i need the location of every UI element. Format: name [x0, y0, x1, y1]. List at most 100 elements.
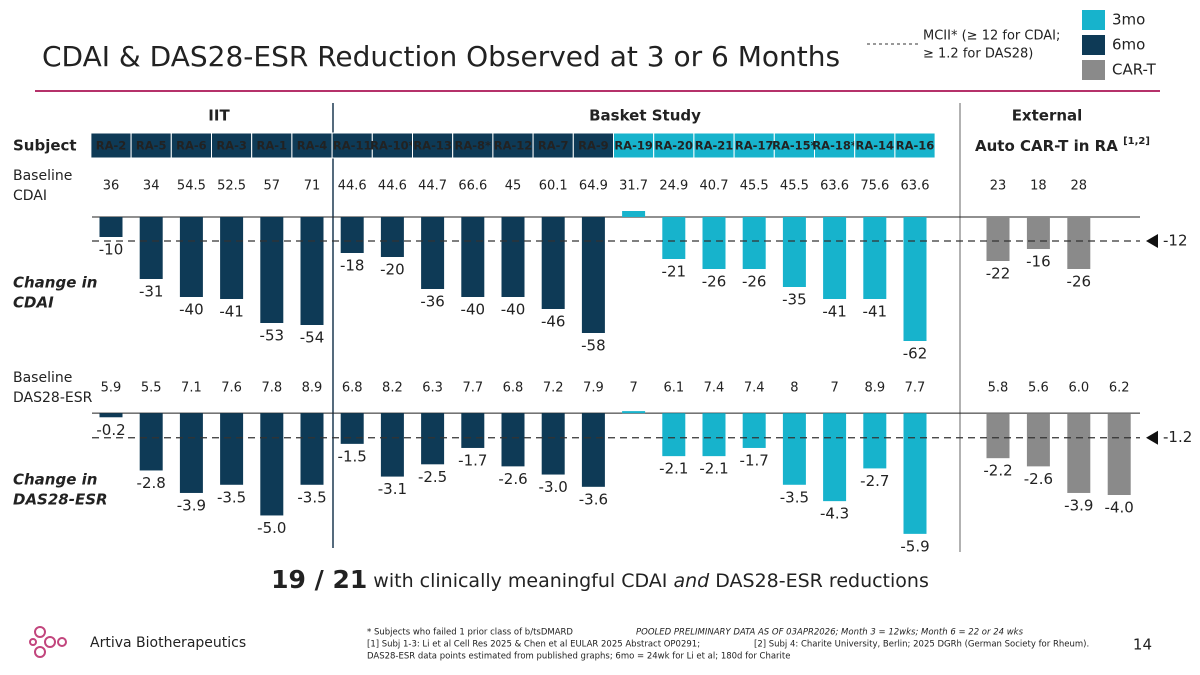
value-label: -41 — [863, 303, 888, 321]
slide-title: CDAI & DAS28-ESR Reduction Observed at 3… — [42, 40, 840, 73]
baseline-value: 5.9 — [101, 381, 122, 396]
value-label: -2.8 — [137, 474, 166, 492]
baseline-value: 6.1 — [663, 381, 684, 396]
footnote: [1] Subj 1-3: Li et al Cell Res 2025 & C… — [367, 640, 700, 650]
subject-box — [291, 132, 333, 159]
subject-label: RA-17 — [735, 139, 774, 153]
value-label: -41 — [822, 303, 847, 321]
legend-label: 3mo — [1112, 11, 1145, 29]
value-label: -1.7 — [740, 451, 769, 469]
external-label: Auto CAR-T in RA [1,2] — [975, 136, 1150, 155]
baseline-value: 45.5 — [740, 179, 769, 194]
bar — [782, 413, 806, 485]
baseline-value: 8.2 — [382, 381, 403, 396]
bar — [903, 413, 927, 534]
bar — [581, 217, 605, 333]
value-label: -40 — [501, 301, 526, 319]
bar — [541, 413, 565, 475]
baseline-value: 18 — [1030, 179, 1047, 194]
bar — [702, 217, 726, 269]
baseline-value: 7 — [629, 381, 637, 396]
value-label: -54 — [300, 329, 325, 347]
baseline-value: 5.8 — [988, 381, 1009, 396]
value-label: -16 — [1026, 253, 1051, 271]
headline: 19 / 21 with clinically meaningful CDAI … — [271, 565, 929, 594]
subject-box — [170, 132, 213, 159]
baseline-value: 5.5 — [141, 381, 162, 396]
value-label: -2.2 — [983, 462, 1012, 480]
group-header: Basket Study — [589, 107, 701, 125]
subject-label: RA-13 — [413, 139, 452, 153]
subject-label: RA-10* — [370, 139, 415, 153]
subject-label: RA-3 — [216, 139, 247, 153]
value-label: -46 — [541, 313, 566, 331]
chart-label: Change in — [13, 471, 97, 489]
footnote: DAS28-ESR data points estimated from pub… — [367, 652, 790, 662]
value-label: -2.6 — [498, 470, 527, 488]
bar — [340, 413, 364, 444]
baseline-value: 7.4 — [744, 381, 765, 396]
baseline-value: 7.7 — [462, 381, 483, 396]
footnote: * Subjects who failed 1 prior class of b… — [367, 628, 573, 638]
subject-label: RA-16 — [896, 139, 935, 153]
value-label: -4.0 — [1105, 499, 1134, 517]
value-label: -26 — [1067, 273, 1092, 291]
value-label: -1.5 — [338, 447, 367, 465]
value-label: -62 — [903, 345, 928, 363]
legend-swatch — [1082, 35, 1105, 55]
threshold-label: -12 — [1163, 232, 1188, 250]
baseline-value: 23 — [990, 179, 1007, 194]
bar — [581, 413, 605, 487]
bar — [421, 413, 445, 465]
subject-label: RA-11 — [333, 139, 372, 153]
logo — [29, 626, 67, 658]
baseline-value: 8.9 — [302, 381, 323, 396]
subject-label: RA-7 — [538, 139, 569, 153]
bar — [702, 413, 726, 457]
value-label: -40 — [461, 301, 486, 319]
baseline-value: 7 — [830, 381, 838, 396]
baseline-value: 71 — [304, 179, 321, 194]
subject-label: RA-18* — [812, 139, 857, 153]
value-label: -2.7 — [860, 472, 889, 490]
baseline-value: 7.4 — [704, 381, 725, 396]
bar — [1067, 217, 1091, 269]
headline-highlight: 19 / 21 — [271, 565, 367, 594]
bar — [139, 217, 163, 279]
subject-label: RA-20 — [655, 139, 694, 153]
bar — [986, 217, 1010, 261]
baseline-value: 6.8 — [342, 381, 363, 396]
subject-label: RA-14 — [856, 139, 895, 153]
value-label: -20 — [380, 261, 405, 279]
value-label: -2.5 — [418, 468, 447, 486]
baseline-value: 52.5 — [217, 179, 246, 194]
subject-label: RA-2 — [96, 139, 127, 153]
value-label: -4.3 — [820, 505, 849, 523]
value-label: -21 — [662, 263, 687, 281]
bar — [823, 217, 847, 299]
baseline-value: 6.0 — [1068, 381, 1089, 396]
headline-part: and — [673, 570, 710, 592]
value-label: -3.0 — [539, 478, 568, 496]
value-label: -3.5 — [217, 488, 246, 506]
value-label: -3.9 — [177, 496, 206, 514]
bar — [1067, 413, 1091, 493]
baseline-value: 6.3 — [422, 381, 443, 396]
bar — [461, 217, 485, 297]
bar — [541, 217, 565, 309]
baseline-value: 64.9 — [579, 179, 608, 194]
value-label: -58 — [581, 337, 606, 355]
legend-swatch — [1082, 60, 1105, 80]
value-label: -40 — [179, 301, 204, 319]
subject-box — [130, 132, 172, 159]
external-label-text: Auto CAR-T in RA — [975, 137, 1118, 155]
bar — [1026, 413, 1050, 467]
group-header: IIT — [208, 107, 230, 125]
bar — [461, 413, 485, 448]
baseline-value: 57 — [264, 179, 281, 194]
baseline-value: 34 — [143, 179, 160, 194]
bar — [662, 217, 686, 259]
bar — [782, 217, 806, 287]
bar — [340, 217, 364, 253]
